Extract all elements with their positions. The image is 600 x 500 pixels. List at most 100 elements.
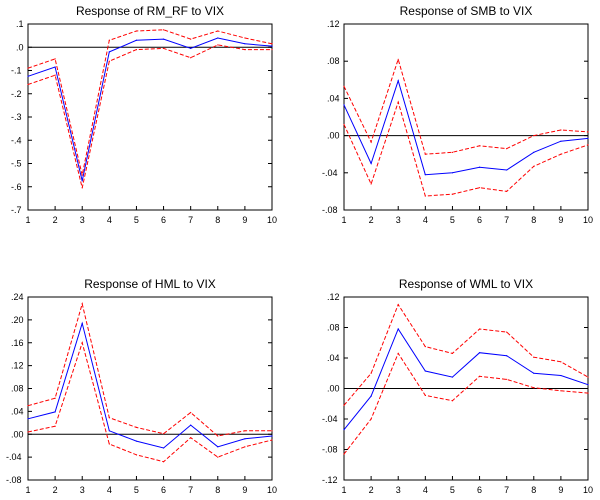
data-point-lower: [370, 418, 372, 420]
data-point-upper: [451, 151, 454, 153]
data-point-lower: [135, 454, 138, 456]
y-tick-label: -.2: [11, 89, 22, 99]
plot-frame: [27, 23, 273, 211]
data-point-upper: [81, 174, 83, 176]
panel-hml: Response of HML to VIX .24 .20 .16 .12 .08 .04…: [6, 277, 277, 495]
plot-frame: [27, 296, 273, 481]
y-tick-label: .00: [327, 384, 340, 394]
data-point-lower: [397, 352, 399, 355]
y-tick-label: .04: [327, 93, 340, 103]
data-point-upper: [343, 404, 345, 406]
series-lower-line: [27, 44, 272, 189]
data-point-response: [533, 151, 535, 153]
data-point-upper: [217, 30, 219, 32]
y-tick-label: .04: [327, 353, 340, 363]
data-point-response: [244, 438, 246, 440]
data-point-response: [397, 80, 399, 82]
data-point-response: [244, 43, 246, 45]
data-point-lower: [271, 439, 273, 441]
panel-title: Response of HML to VIX: [84, 277, 216, 291]
data-point-lower: [81, 187, 83, 189]
x-tick-label: 8: [531, 485, 536, 495]
data-point-response: [478, 166, 481, 168]
x-tick-label: 4: [423, 485, 428, 495]
data-point-lower: [506, 378, 508, 380]
data-point-lower: [108, 60, 110, 62]
y-tick-label: -.1: [11, 66, 22, 76]
series-upper-line: [343, 57, 589, 155]
data-point-response: [271, 435, 273, 437]
data-point-response: [162, 447, 165, 449]
x-tick-label: 4: [107, 215, 112, 225]
x-tick-label: 5: [450, 485, 455, 495]
data-point-lower: [478, 375, 481, 377]
x-tick-label: 1: [341, 215, 346, 225]
data-point-response: [343, 429, 345, 431]
x-tick-label: 8: [215, 485, 220, 495]
data-point-response: [108, 430, 110, 432]
data-point-lower: [54, 425, 56, 427]
y-tick-label: -.08: [6, 475, 22, 485]
series-response-line: [343, 327, 589, 431]
x-tick-label: 6: [477, 215, 482, 225]
data-point-lower: [190, 437, 192, 439]
panel-rm-rf: Response of RM_RF to VIX .1 .0 -.1 -.2 -.3 -.4…: [11, 4, 277, 225]
data-point-upper: [478, 145, 481, 147]
y-tick-label: -.04: [322, 414, 338, 424]
x-tick-label: 3: [396, 215, 401, 225]
x-tick-label: 2: [369, 485, 374, 495]
data-point-upper: [54, 58, 56, 60]
data-point-response: [478, 352, 481, 354]
y-tick-label: -.04: [6, 452, 22, 462]
data-point-upper: [560, 129, 562, 131]
data-point-upper: [478, 328, 481, 330]
data-point-lower: [343, 453, 345, 455]
y-tick-label: -.12: [322, 475, 338, 485]
y-tick-label: -.08: [322, 445, 338, 455]
x-tick-label: 2: [369, 215, 374, 225]
data-point-lower: [162, 461, 165, 463]
data-point-upper: [533, 356, 535, 358]
data-point-upper: [217, 435, 219, 437]
x-tick-label: 5: [450, 215, 455, 225]
x-tick-label: 9: [242, 215, 247, 225]
data-point-upper: [451, 352, 454, 355]
series-upper-line: [343, 303, 589, 406]
data-point-lower: [424, 195, 426, 197]
data-point-lower: [587, 392, 589, 394]
data-point-response: [370, 395, 372, 397]
x-tick-label: 10: [583, 215, 593, 225]
data-point-lower: [560, 390, 562, 392]
y-tick-label: .08: [11, 384, 24, 394]
data-point-lower: [424, 394, 426, 396]
series-response-line: [343, 79, 589, 176]
series-response-line: [27, 37, 273, 182]
y-tick-label: .12: [327, 19, 340, 29]
data-point-lower: [587, 144, 589, 146]
data-point-upper: [506, 331, 508, 333]
data-point-response: [217, 446, 219, 448]
y-tick-label: .12: [327, 292, 340, 302]
y-tick-label: .00: [11, 429, 24, 439]
data-point-lower: [451, 193, 454, 195]
data-point-upper: [244, 37, 246, 39]
data-point-response: [506, 355, 508, 357]
x-tick-label: 10: [267, 485, 277, 495]
series-lower-line: [343, 100, 589, 197]
series-upper-line: [27, 301, 272, 437]
x-tick-label: 9: [242, 485, 247, 495]
data-point-upper: [27, 67, 29, 69]
series-response-line: [27, 321, 273, 449]
data-point-upper: [587, 376, 589, 378]
x-tick-label: 5: [134, 485, 139, 495]
data-point-response: [343, 104, 345, 106]
x-tick-label: 8: [215, 215, 220, 225]
x-tick-label: 8: [531, 215, 536, 225]
x-tick-label: 4: [107, 485, 112, 495]
data-point-response: [81, 322, 83, 324]
data-point-response: [506, 169, 508, 171]
data-point-response: [81, 180, 83, 182]
y-tick-label: .08: [327, 56, 340, 66]
y-tick-label: .12: [11, 361, 24, 371]
x-tick-label: 10: [267, 215, 277, 225]
